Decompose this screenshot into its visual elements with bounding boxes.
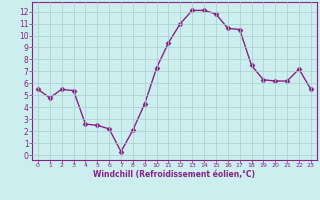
X-axis label: Windchill (Refroidissement éolien,°C): Windchill (Refroidissement éolien,°C): [93, 170, 255, 179]
